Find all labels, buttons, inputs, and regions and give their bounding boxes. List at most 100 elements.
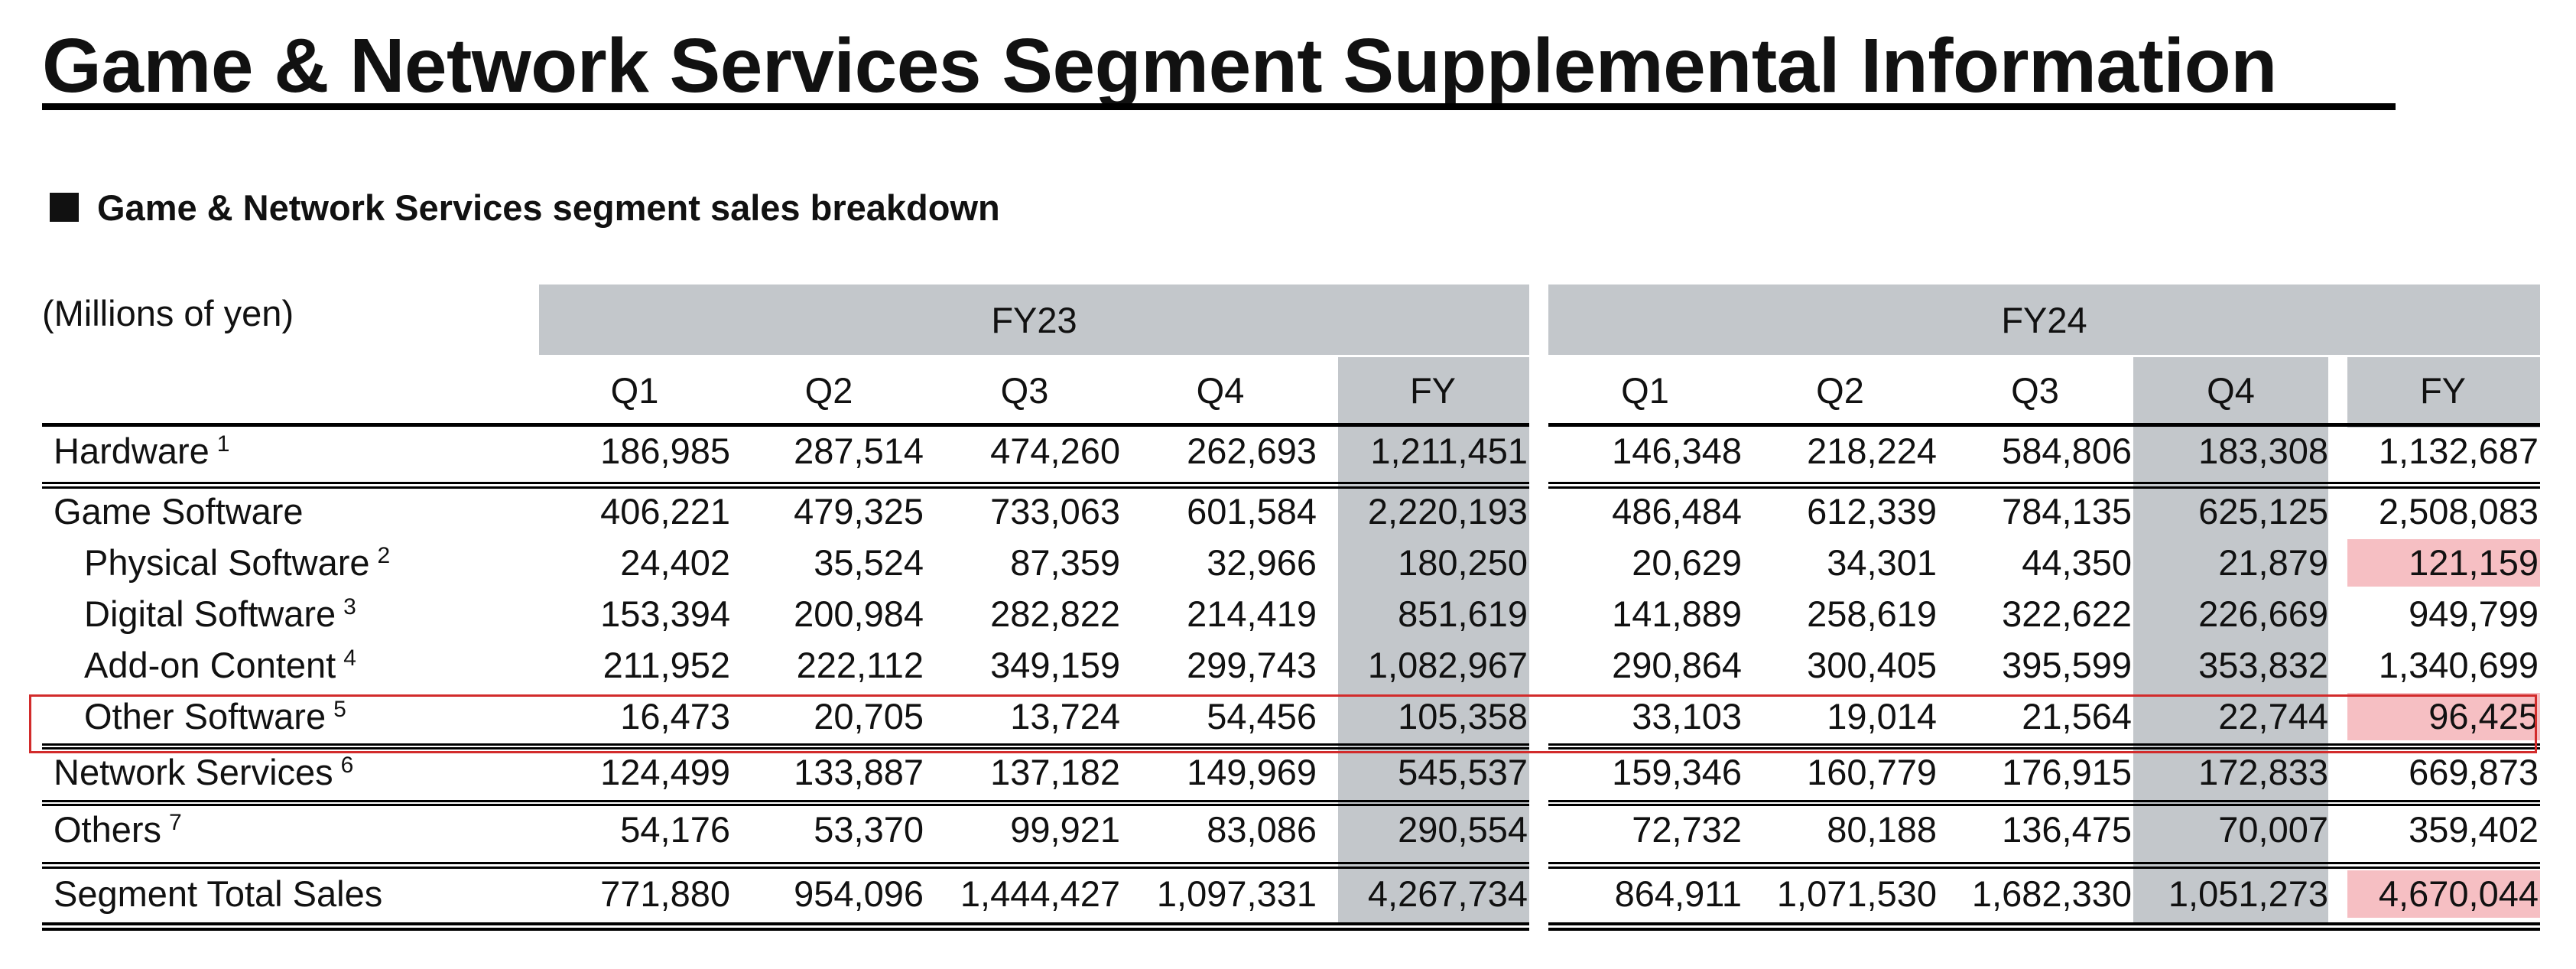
table-cell: 2,220,193: [1367, 491, 1528, 532]
table-rule: [42, 922, 539, 925]
highlight-cell: [2347, 870, 2540, 918]
table-cell: 287,514: [794, 431, 924, 471]
table-cell: 21,564: [2022, 696, 2132, 737]
table-cell: 20,705: [814, 696, 924, 737]
table-cell: 133,887: [794, 752, 924, 792]
row-label: Others 7: [54, 805, 182, 855]
table-rule: [1548, 928, 2540, 931]
table-cell: 949,799: [2409, 593, 2539, 634]
row-label: Segment Total Sales: [54, 869, 382, 919]
table-cell: 146,348: [1612, 431, 1742, 471]
table-cell: 121,159: [2409, 542, 2539, 583]
table-rule: [539, 743, 1529, 746]
table-cell: 200,984: [794, 593, 924, 634]
table-cell: 771,880: [600, 873, 730, 914]
table-cell: 258,619: [1807, 593, 1937, 634]
table-cell: 625,125: [2198, 491, 2328, 532]
table-cell: 226,669: [2198, 593, 2328, 634]
table-rule: [539, 804, 1529, 806]
table-cell: 176,915: [2002, 752, 2132, 792]
table-cell: 864,911: [1614, 873, 1742, 914]
table-cell: 34,301: [1827, 542, 1937, 583]
table-cell: 222,112: [796, 645, 924, 685]
table-cell: 4,670,044: [2378, 873, 2539, 914]
page-title: Game & Network Services Segment Suppleme…: [42, 23, 2277, 109]
table-rule: [539, 482, 1529, 484]
quarter-header: Q3: [2011, 370, 2059, 411]
table-rule: [1548, 482, 2540, 484]
table-rule: [1548, 862, 2540, 864]
table-rule: [42, 743, 539, 746]
table-cell: 1,097,331: [1156, 873, 1317, 914]
table-cell: 83,086: [1207, 809, 1317, 850]
table-rule: [42, 804, 539, 806]
table-cell: 99,921: [1010, 809, 1120, 850]
highlight-cell: [2347, 539, 2540, 587]
table-cell: 72,732: [1632, 809, 1742, 850]
highlight-box: [29, 694, 2537, 753]
row-label: Physical Software 2: [84, 538, 390, 588]
row-label: Network Services 6: [54, 747, 353, 798]
quarter-header: Q4: [1196, 370, 1245, 411]
table-cell: 584,806: [2002, 431, 2132, 471]
table-cell: 22,744: [2218, 696, 2328, 737]
row-label: Game Software: [54, 486, 304, 537]
table-cell: 290,864: [1612, 645, 1742, 685]
table-cell: 282,822: [990, 593, 1120, 634]
table-cell: 54,176: [620, 809, 730, 850]
table-cell: 262,693: [1187, 431, 1317, 471]
table-rule: [539, 928, 1529, 931]
table-cell: 141,889: [1612, 593, 1742, 634]
table-cell: 32,966: [1207, 542, 1317, 583]
table-cell: 474,260: [990, 431, 1120, 471]
row-label-text: Network Services: [54, 752, 333, 792]
row-label-text: Add-on Content: [84, 645, 336, 685]
table-cell: 149,969: [1187, 752, 1317, 792]
table-cell: 486,484: [1612, 491, 1742, 532]
row-label-text: Other Software: [84, 696, 326, 737]
footnote-marker: 5: [333, 697, 346, 722]
table-rule: [539, 486, 1529, 489]
footnote-marker: 4: [343, 645, 356, 671]
table-cell: 35,524: [814, 542, 924, 583]
table-cell: 733,063: [990, 491, 1120, 532]
table-rule: [42, 486, 539, 489]
table-cell: 24,402: [620, 542, 730, 583]
fy24-fy-column-shade: [2347, 357, 2540, 428]
quarter-header: Q1: [1621, 370, 1669, 411]
table-cell: 180,250: [1398, 542, 1528, 583]
table-cell: 545,537: [1398, 752, 1528, 792]
table-cell: 137,182: [990, 752, 1120, 792]
table-rule: [1548, 747, 2540, 750]
table-cell: 290,554: [1398, 809, 1528, 850]
table-cell: 44,350: [2022, 542, 2132, 583]
table-cell: 54,456: [1207, 696, 1317, 737]
table-cell: 218,224: [1807, 431, 1937, 471]
table-cell: 300,405: [1807, 645, 1937, 685]
table-cell: 395,599: [2002, 645, 2132, 685]
table-cell: 13,724: [1010, 696, 1120, 737]
table-cell: 105,358: [1398, 696, 1528, 737]
table-rule: [539, 423, 1529, 427]
table-cell: 1,071,530: [1776, 873, 1937, 914]
row-label: Add-on Content 4: [84, 640, 356, 691]
section-heading: Game & Network Services segment sales br…: [50, 182, 1000, 232]
full-year-header: FY: [2419, 370, 2467, 411]
row-label: Hardware 1: [54, 426, 229, 476]
table-cell: 211,952: [603, 645, 730, 685]
table-cell: 1,340,699: [2378, 645, 2539, 685]
table-cell: 20,629: [1632, 542, 1742, 583]
table-cell: 96,425: [2428, 696, 2539, 737]
footnote-marker: 3: [343, 594, 356, 619]
table-cell: 80,188: [1827, 809, 1937, 850]
fy23-header-shade: [539, 285, 1529, 355]
quarter-header: Q2: [1816, 370, 1864, 411]
units-label: (Millions of yen): [42, 293, 294, 333]
fy24-header-shade: [1548, 285, 2540, 355]
table-cell: 33,103: [1632, 696, 1742, 737]
row-label-text: Physical Software: [84, 542, 370, 583]
table-rule: [1548, 743, 2540, 746]
table-rule: [1548, 486, 2540, 489]
fiscal-year-header: FY23: [991, 300, 1077, 340]
table-rule: [1548, 922, 2540, 925]
